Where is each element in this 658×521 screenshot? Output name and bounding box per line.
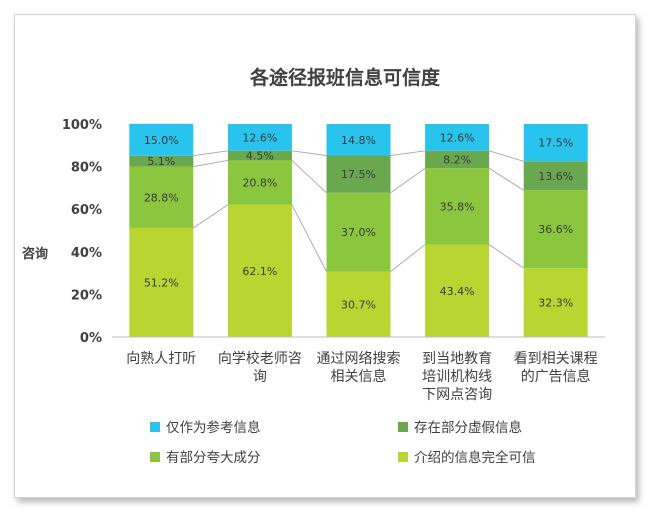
bar-segment [425, 124, 490, 151]
bars [129, 123, 588, 337]
series-connector-line [390, 244, 426, 272]
x-category-label: 培训机构线 [422, 369, 492, 385]
bar-segment [227, 160, 292, 205]
series-connector-line [488, 244, 524, 269]
series-connector-line [193, 150, 228, 157]
data-label: 43.4% [440, 285, 475, 298]
bar-segment [129, 227, 194, 337]
bar-segment [425, 244, 490, 337]
legend-label: 介绍的信息完全可信 [414, 449, 536, 466]
data-label: 37.0% [341, 226, 376, 239]
x-category-label: 到当地教育 [422, 351, 492, 367]
data-label: 15.0% [144, 134, 179, 147]
data-label: 62.1% [242, 265, 277, 278]
data-label: 12.6% [440, 131, 475, 144]
bar-segment [129, 155, 194, 167]
chart-title: 各途径报班信息可信度 [249, 66, 441, 89]
data-label: 51.2% [144, 276, 179, 289]
data-label: 14.8% [341, 134, 376, 147]
series-connector-line [390, 167, 426, 194]
x-category-label: 向熟人打听 [126, 350, 196, 367]
legend-label: 有部分夸大成分 [166, 450, 261, 466]
x-category-label: 通过网络搜索 [317, 350, 401, 367]
y-tick-label: 40% [71, 246, 102, 261]
series-connector-line [291, 160, 327, 194]
legend-label: 存在部分虚假信息 [414, 419, 522, 436]
y-axis-label: 咨询 [22, 246, 48, 262]
y-tick-label: 60% [71, 203, 102, 218]
x-category-label: 向学校老师咨 [218, 350, 302, 367]
data-label: 35.8% [440, 200, 475, 213]
bar-segment [326, 192, 391, 272]
series-lines [193, 150, 524, 272]
bar-segment [523, 190, 588, 269]
bar-segment [227, 150, 292, 161]
series-connector-line [193, 159, 228, 168]
series-connector-line [291, 204, 327, 272]
data-label: 36.6% [538, 223, 573, 236]
data-label: 28.8% [144, 191, 179, 204]
bar-segment [425, 168, 490, 245]
bar-segment [129, 123, 194, 156]
data-label: 8.2% [443, 154, 471, 167]
legend-swatch [150, 452, 160, 462]
bar-segment [523, 124, 588, 162]
bar-segment [425, 150, 490, 169]
series-connector-line [291, 150, 327, 156]
legend-swatch [398, 452, 408, 462]
data-labels: 51.2% 28.8% 5.1% 15.0% 62.1% 20.8% 4.5% 12.6% 30… [144, 131, 573, 311]
bar-segment [326, 124, 391, 156]
data-label: 17.5% [341, 168, 376, 181]
y-tick-label: 20% [71, 288, 102, 303]
bar-segment [326, 155, 391, 193]
bar-segment [227, 204, 292, 337]
legend-label: 仅作为参考信息 [166, 419, 261, 436]
series-connector-line [488, 150, 524, 162]
series-connector-line [488, 167, 524, 191]
data-label: 4.5% [246, 150, 274, 163]
bar-segment [227, 124, 292, 151]
x-category-label: 下网点咨询 [422, 387, 492, 403]
legend-swatch [398, 422, 408, 432]
x-category-label: 相关信息 [331, 368, 387, 385]
bar-segment [523, 161, 588, 191]
data-label: 32.3% [538, 297, 573, 310]
data-label: 17.5% [538, 137, 573, 150]
bar-segment [523, 268, 588, 337]
bar-segment [129, 166, 194, 228]
legend-swatch [150, 422, 160, 432]
x-category-label: 看到相关课程 [514, 351, 598, 367]
x-category-label: 询 [253, 369, 267, 385]
series-connector-line [193, 204, 229, 229]
y-axis: 0% 20% 40% 60% 80% 100% [62, 118, 102, 346]
y-tick-label: 100% [62, 118, 102, 133]
y-tick-label: 0% [80, 331, 102, 346]
bar-segment [326, 271, 391, 337]
series-connector-line [390, 150, 426, 156]
data-label: 20.8% [242, 177, 277, 190]
data-label: 13.6% [538, 170, 573, 183]
data-label: 30.7% [341, 298, 376, 311]
y-tick-label: 80% [71, 161, 102, 176]
data-label: 12.6% [242, 131, 277, 144]
data-label: 5.1% [147, 155, 175, 168]
x-category-label: 的广告信息 [521, 368, 591, 385]
